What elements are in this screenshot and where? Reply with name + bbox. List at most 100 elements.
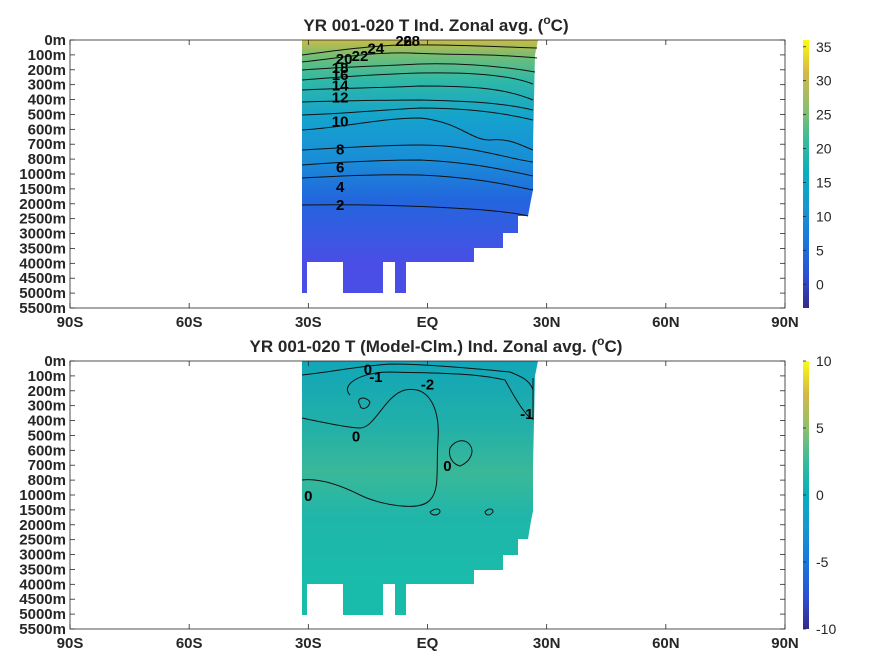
y-tick-label: 5000m (19, 606, 66, 623)
contour-label: 28 (403, 33, 420, 50)
y-tick-label: 0m (44, 353, 66, 370)
contour-label: 0 (304, 488, 312, 505)
y-tick-label: 5000m (19, 285, 66, 302)
y-tick-label: 2500m (19, 532, 66, 549)
y-tick-label: 600m (28, 442, 66, 459)
contour-label: 0 (364, 361, 372, 378)
chart-title-bottom: YR 001-020 T (Model-Clm.) Ind. Zonal avg… (250, 334, 623, 356)
x-tick-label: 30S (295, 635, 322, 652)
y-tick-label: 4500m (19, 270, 66, 287)
contour-label: 8 (336, 142, 344, 159)
contour-label: -2 (421, 376, 434, 393)
colorbar-tick-label: 30 (816, 73, 832, 89)
colorbar-tick-label: 10 (816, 208, 832, 224)
y-tick-label: 1000m (19, 166, 66, 183)
contour-label: 0 (443, 458, 451, 475)
colorbar-tick-label: 20 (816, 141, 832, 157)
y-tick-label: 5500m (19, 621, 66, 638)
contour-label: 4 (336, 179, 345, 196)
contour-label: 22 (352, 48, 369, 65)
colorbar-tick-label: 15 (816, 174, 832, 190)
x-tick-label: 60N (652, 314, 680, 331)
y-tick-label: 400m (28, 92, 66, 109)
x-tick-label: EQ (417, 635, 439, 652)
colorbar-tick-label: 10 (816, 353, 832, 369)
y-tick-label: 2000m (19, 196, 66, 213)
y-tick-label: 1500m (19, 502, 66, 519)
x-tick-label: 30N (533, 314, 561, 331)
contour-label: 2 (336, 197, 344, 214)
y-tick-label: 2000m (19, 517, 66, 534)
colorbar-top (803, 40, 809, 308)
y-tick-label: 3000m (19, 547, 66, 564)
y-tick-label: 4500m (19, 591, 66, 608)
x-tick-label: 60S (176, 635, 203, 652)
x-tick-label: 90S (57, 314, 84, 331)
x-tick-label: 90N (771, 314, 799, 331)
x-axis-bottom: 90S 60S 30S EQ 30N 60N 90N (57, 361, 799, 652)
y-tick-label: 100m (28, 47, 66, 64)
colorbar-tick-label: 5 (816, 420, 824, 436)
colorbar-tick-label: 0 (816, 487, 824, 503)
y-tick-label: 700m (28, 136, 66, 153)
y-tick-label: 700m (28, 457, 66, 474)
x-tick-label: 30N (533, 635, 561, 652)
y-tick-label: 800m (28, 472, 66, 489)
x-axis-top: 90S 60S 30S EQ 30N 60N 90N (57, 40, 799, 331)
y-axis-bottom: 0m100m200m300m400m500m600m700m800m1000m1… (19, 353, 785, 638)
colorbar-tick-label: 5 (816, 242, 824, 258)
y-tick-label: 100m (28, 368, 66, 385)
contour-label: 16 (332, 67, 349, 84)
y-tick-label: 600m (28, 121, 66, 138)
y-tick-label: 200m (28, 62, 66, 79)
y-tick-label: 300m (28, 398, 66, 415)
contour-label: 12 (332, 90, 349, 107)
colorbar-tick-label: 25 (816, 107, 832, 123)
x-tick-label: 90N (771, 635, 799, 652)
colorbar-ticks-bottom: 10 5 0 -5 -10 (803, 353, 836, 637)
y-tick-label: 1000m (19, 487, 66, 504)
colorbar-tick-label: -5 (816, 554, 829, 570)
contour-label: -1 (369, 369, 382, 386)
y-tick-label: 300m (28, 77, 66, 94)
colorbar-tick-label: -10 (816, 621, 836, 637)
y-tick-label: 500m (28, 106, 66, 123)
y-tick-label: 3500m (19, 240, 66, 257)
y-tick-label: 500m (28, 427, 66, 444)
y-axis-top: 0m100m200m300m400m500m600m700m800m1000m1… (19, 32, 785, 317)
colorbar-ticks-top: 35 30 25 20 15 10 5 0 (803, 39, 832, 292)
y-tick-label: 400m (28, 413, 66, 430)
x-tick-label: 90S (57, 635, 84, 652)
y-tick-label: 2500m (19, 211, 66, 228)
y-tick-label: 4000m (19, 255, 66, 272)
contour-label: 20 (336, 51, 353, 68)
y-tick-label: 1500m (19, 181, 66, 198)
x-tick-label: 60N (652, 635, 680, 652)
x-tick-label: 30S (295, 314, 322, 331)
colorbar-tick-label: 35 (816, 39, 832, 55)
y-tick-label: 3500m (19, 561, 66, 578)
chart-title-top: YR 001-020 T Ind. Zonal avg. (oC) (303, 13, 568, 35)
y-tick-label: 3000m (19, 226, 66, 243)
y-tick-label: 800m (28, 151, 66, 168)
contour-label: 24 (368, 40, 385, 57)
y-tick-label: 0m (44, 32, 66, 49)
contour-label: -1 (520, 406, 533, 423)
contour-label: 6 (336, 160, 344, 177)
contour-label: 26 (395, 33, 412, 50)
x-tick-label: EQ (417, 314, 439, 331)
y-tick-label: 4000m (19, 576, 66, 593)
contour-label: 0 (352, 428, 360, 445)
ocean-field-bottom: 0-1 -2-1000 (301, 361, 538, 615)
y-tick-label: 200m (28, 383, 66, 400)
y-tick-label: 5500m (19, 300, 66, 317)
contour-label: 10 (332, 113, 349, 130)
x-tick-label: 60S (176, 314, 203, 331)
contour-label: 18 (332, 60, 349, 77)
contour-label: 14 (332, 78, 349, 95)
panel-difference: YR 001-020 T (Model-Clm.) Ind. Zonal avg… (19, 334, 836, 652)
colorbar-tick-label: 0 (816, 276, 824, 292)
